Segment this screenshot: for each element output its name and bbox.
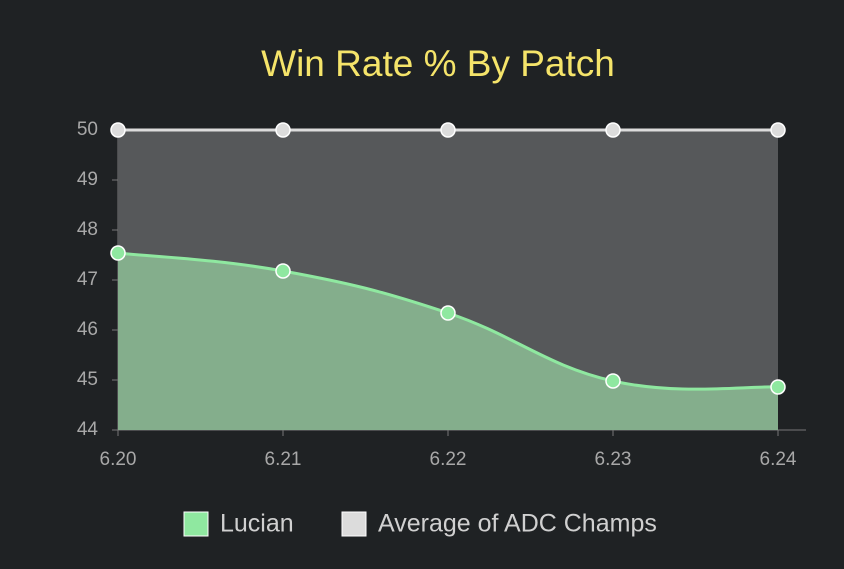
- data-point: [275, 263, 291, 279]
- y-tick-label: 44: [77, 419, 99, 440]
- y-tick-label: 45: [77, 369, 98, 390]
- data-point: [770, 122, 786, 138]
- x-tick-label: 6.20: [100, 449, 137, 470]
- data-point: [605, 122, 621, 138]
- x-tick-label: 6.21: [265, 449, 302, 470]
- data-point: [440, 305, 456, 321]
- data-point: [440, 122, 456, 138]
- legend-swatch: [341, 511, 367, 537]
- legend-label: Average of ADC Champs: [378, 510, 657, 538]
- data-point: [110, 245, 126, 261]
- x-tick-label: 6.23: [595, 449, 632, 470]
- chart-title: Win Rate % By Patch: [261, 43, 615, 84]
- legend-label: Lucian: [220, 510, 294, 538]
- data-point: [275, 122, 291, 138]
- y-tick-label: 47: [77, 269, 98, 290]
- x-tick-label: 6.24: [760, 449, 797, 470]
- data-point: [110, 122, 126, 138]
- y-tick-label: 48: [77, 219, 98, 240]
- y-tick-label: 46: [77, 319, 98, 340]
- x-tick-label: 6.22: [430, 449, 467, 470]
- legend-swatch: [183, 511, 209, 537]
- data-point: [605, 373, 621, 389]
- y-tick-label: 50: [77, 119, 98, 140]
- y-tick-label: 49: [77, 169, 98, 190]
- data-point: [770, 379, 786, 395]
